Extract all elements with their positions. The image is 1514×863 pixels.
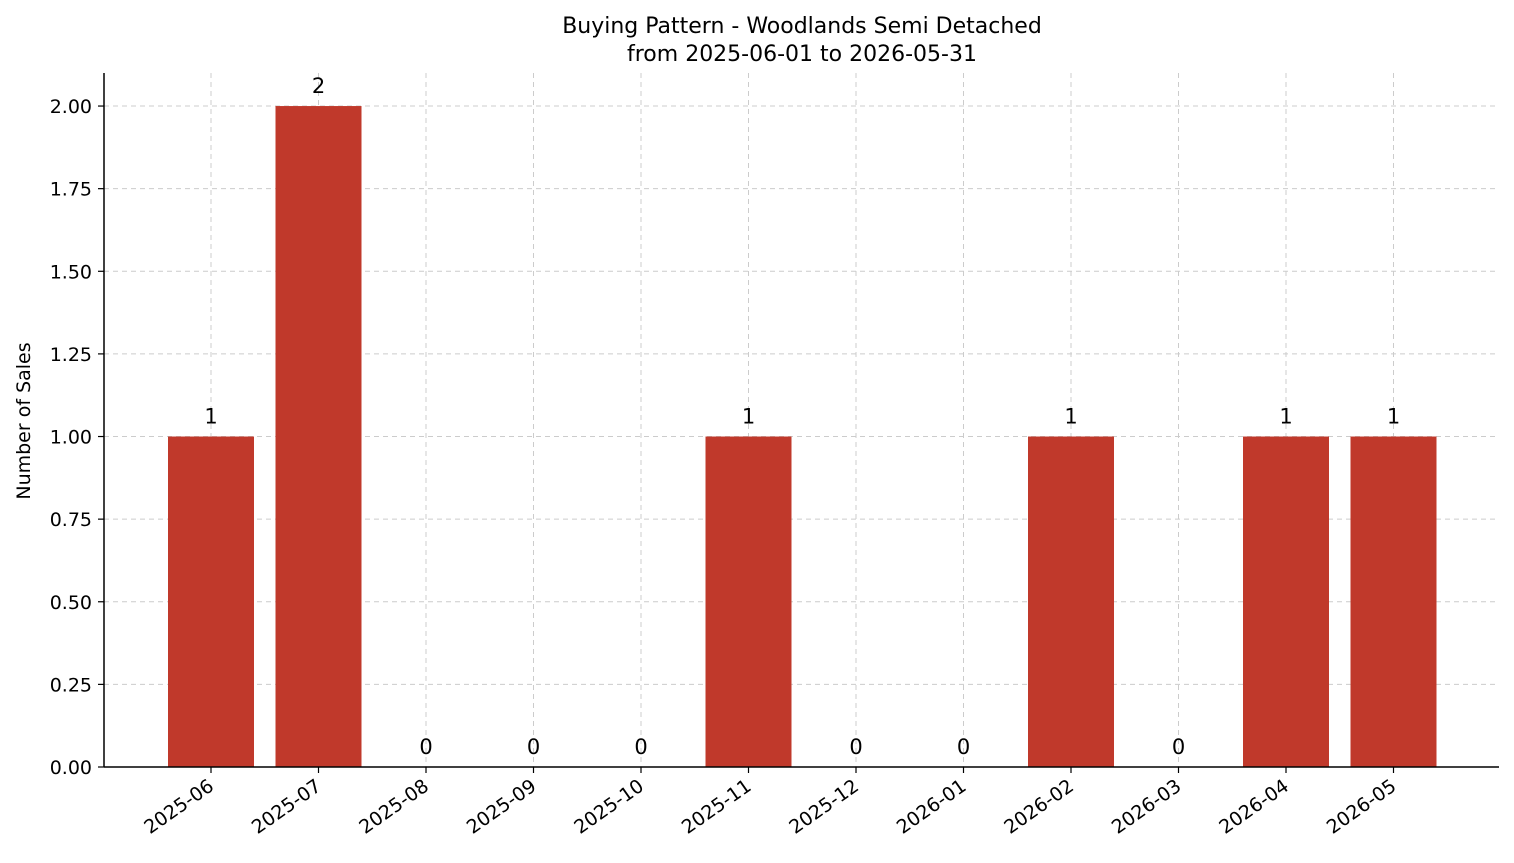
y-tick-label: 1.25 (50, 344, 92, 366)
x-tick-label: 2025-11 (678, 775, 756, 839)
bar-value-label: 0 (849, 735, 862, 759)
y-tick-label: 0.00 (50, 757, 92, 779)
bar-value-label: 0 (957, 735, 970, 759)
y-tick-label: 1.75 (50, 179, 92, 201)
bar (1243, 436, 1329, 767)
x-tick-label: 2025-10 (570, 775, 648, 839)
x-ticks: 2025-06 2025-07 2025-08 2025-09 2025-10 2025-… (140, 767, 1400, 839)
x-tick-label: 2025-12 (785, 775, 863, 839)
bar (275, 106, 362, 768)
y-tick-label: 0.25 (50, 674, 92, 696)
bar-value-label: 0 (419, 735, 432, 759)
chart-title: Buying Pattern - Woodlands Semi Detached (562, 14, 1042, 39)
x-tick-label: 2026-05 (1323, 775, 1401, 839)
bar-value-label: 1 (1064, 405, 1077, 429)
bar-value-label: 1 (1387, 405, 1400, 429)
bar (1350, 436, 1437, 767)
data-labels: 1 2 0 0 0 1 0 0 1 0 1 1 (204, 74, 1400, 759)
bar-value-label: 0 (527, 735, 540, 759)
bar (1028, 436, 1114, 767)
x-tick-label: 2025-06 (140, 775, 218, 839)
bar (168, 436, 254, 767)
chart-subtitle: from 2025-06-01 to 2026-05-31 (627, 42, 977, 67)
y-tick-label: 1.00 (50, 427, 92, 449)
bar-value-label: 1 (1279, 405, 1292, 429)
bar-value-label: 1 (204, 405, 217, 429)
x-tick-label: 2025-07 (248, 775, 326, 839)
x-tick-label: 2026-01 (893, 775, 971, 839)
x-tick-label: 2026-03 (1108, 775, 1186, 839)
x-tick-label: 2025-09 (463, 775, 541, 839)
bars-layer (168, 106, 1437, 768)
y-ticks: 0.00 0.25 0.50 0.75 1.00 1.25 1.50 1.75 2.00 (50, 96, 104, 779)
bar-value-label: 0 (634, 735, 647, 759)
x-tick-label: 2025-08 (355, 775, 433, 839)
y-tick-label: 0.75 (50, 509, 92, 531)
x-tick-label: 2026-02 (1000, 775, 1078, 839)
y-tick-label: 0.50 (50, 592, 92, 614)
bar-value-label: 2 (312, 74, 325, 98)
bar (705, 436, 792, 767)
y-tick-label: 2.00 (50, 96, 92, 118)
bar-value-label: 1 (742, 405, 755, 429)
y-tick-label: 1.50 (50, 261, 92, 283)
y-axis-label: Number of Sales (13, 342, 35, 499)
bar-value-label: 0 (1172, 735, 1185, 759)
x-tick-label: 2026-04 (1215, 775, 1293, 839)
